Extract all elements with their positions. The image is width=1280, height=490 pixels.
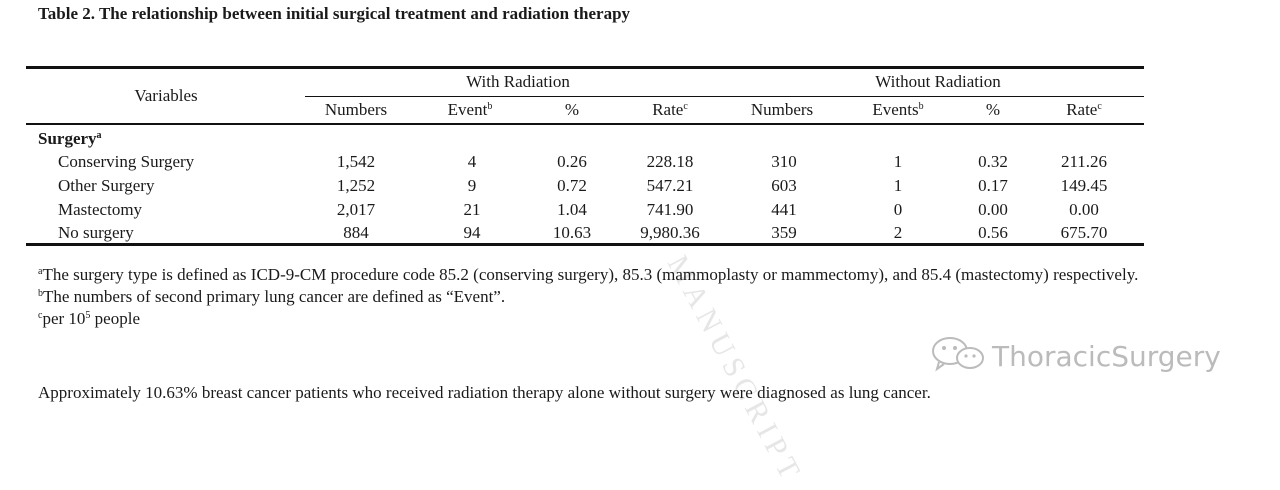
table-cell: 0 [893, 200, 903, 219]
row-label: Other Surgery [58, 176, 155, 195]
table-cell: 547.21 [646, 176, 694, 195]
column-header: % [564, 100, 580, 119]
table-cell: 94 [463, 223, 481, 242]
table-cell: 2 [893, 223, 903, 242]
table-cell: 1 [893, 152, 903, 171]
row-label: No surgery [58, 223, 134, 242]
table-cell: 310 [771, 152, 797, 171]
table-cell: 149.45 [1060, 176, 1108, 195]
table-top-rule [26, 66, 1144, 69]
table-cell: 0.00 [1069, 200, 1099, 219]
thoracic-surgery-logo: ThoracicSurgery [930, 336, 1221, 377]
table-cell: 0.32 [978, 152, 1008, 171]
table-cell: 0.26 [557, 152, 587, 171]
table-cell: 2,017 [336, 200, 376, 219]
table-cell: 228.18 [646, 152, 694, 171]
table-cell: 603 [771, 176, 797, 195]
table-cell: 884 [343, 223, 369, 242]
table-cell: 0.00 [978, 200, 1008, 219]
table-footnotes: aThe surgery type is defined as ICD-9-CM… [38, 264, 1268, 330]
table-cell: 1,252 [336, 176, 376, 195]
table-cell: 359 [771, 223, 797, 242]
footnote-a: aThe surgery type is defined as ICD-9-CM… [38, 265, 1139, 284]
conclusion-text: Approximately 10.63% breast cancer patie… [38, 383, 931, 402]
wechat-icon [930, 336, 986, 377]
column-header: Numbers [324, 100, 388, 119]
column-header: Ratec [1066, 100, 1102, 119]
column-header: % [985, 100, 1001, 119]
table-cell: 1.04 [557, 200, 587, 219]
group-with-radiation: With Radiation [466, 72, 570, 91]
table-cell: 0.17 [978, 176, 1008, 195]
table-cell: 741.90 [646, 200, 694, 219]
table-cell: 441 [771, 200, 797, 219]
table-caption: Table 2. The relationship between initia… [38, 4, 631, 23]
table-bottom-rule [26, 243, 1144, 246]
table-cell: 1,542 [336, 152, 376, 171]
row-label: Mastectomy [58, 200, 143, 219]
footnote-b: bThe numbers of second primary lung canc… [38, 287, 506, 306]
column-header: Eventsb [872, 100, 924, 119]
table-group-rule [305, 96, 1144, 97]
section-label-surgery: Surgerya [38, 129, 102, 148]
table-cell: 9 [467, 176, 477, 195]
variables-header: Variables [134, 86, 198, 105]
footnote-c: cper 105 people [38, 309, 140, 328]
column-header: Ratec [652, 100, 688, 119]
table-cell: 675.70 [1060, 223, 1108, 242]
table-header-rule [26, 123, 1144, 125]
table-cell: 21 [463, 200, 481, 219]
table-cell: 0.56 [978, 223, 1008, 242]
table-cell: 4 [467, 152, 477, 171]
row-label: Conserving Surgery [58, 152, 195, 171]
document-page: Table 2. The relationship between initia… [26, 4, 1268, 402]
column-header: Eventb [447, 100, 493, 119]
table-cell: 211.26 [1060, 152, 1108, 171]
group-without-radiation: Without Radiation [875, 72, 1001, 91]
table-cell: 9,980.36 [640, 223, 700, 242]
table-cell: 10.63 [552, 223, 592, 242]
logo-text: ThoracicSurgery [992, 340, 1221, 373]
table-cell: 0.72 [557, 176, 587, 195]
table-cell: 1 [893, 176, 903, 195]
column-header: Numbers [750, 100, 814, 119]
